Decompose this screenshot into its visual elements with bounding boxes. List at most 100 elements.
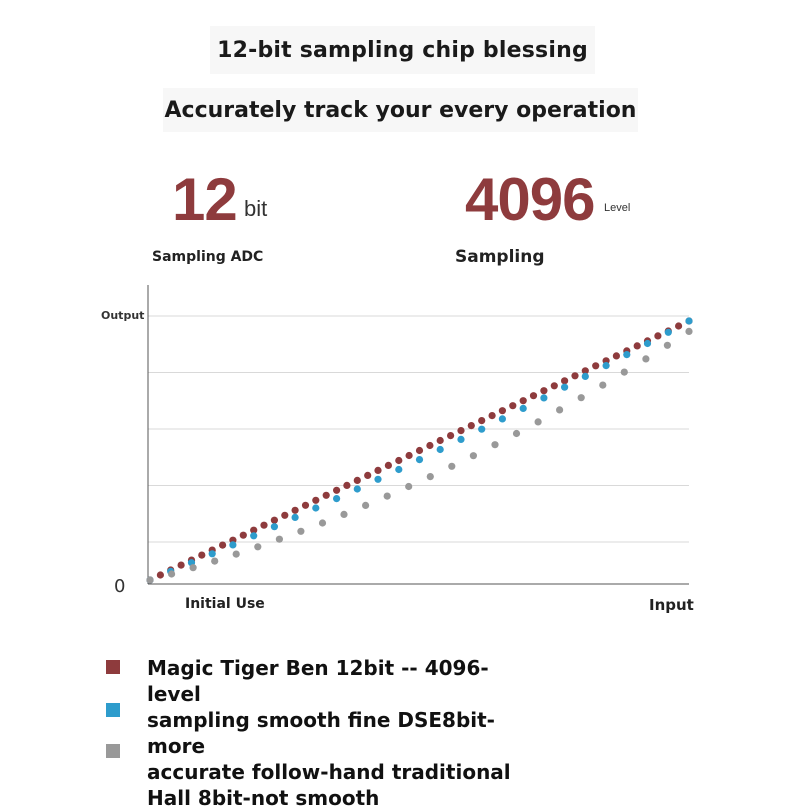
data-point-series-0 xyxy=(239,531,247,539)
data-point-series-2 xyxy=(426,473,434,481)
page-title: 12-bit sampling chip blessing xyxy=(210,26,595,74)
data-point-series-2 xyxy=(577,394,585,402)
data-point-series-0 xyxy=(270,516,278,524)
data-point-series-0 xyxy=(447,432,455,440)
legend-line: Hall 8bit-not smooth xyxy=(147,786,380,810)
data-point-series-0 xyxy=(177,561,185,569)
page-subtitle: Accurately track your every operation xyxy=(163,88,638,132)
x-start-label: Initial Use xyxy=(185,596,265,612)
data-point-series-2 xyxy=(275,535,283,543)
data-point-series-0 xyxy=(509,402,517,410)
legend-marker-gray xyxy=(106,744,120,758)
data-point-series-1 xyxy=(478,425,486,433)
data-point-series-2 xyxy=(383,492,391,500)
data-point-series-0 xyxy=(250,526,258,534)
data-point-series-0 xyxy=(654,332,662,340)
data-point-series-1 xyxy=(291,513,299,521)
data-point-series-2 xyxy=(556,406,564,414)
data-point-series-2 xyxy=(642,355,650,363)
data-point-series-0 xyxy=(353,476,361,484)
data-point-series-1 xyxy=(353,485,361,493)
data-point-series-2 xyxy=(685,327,693,335)
data-point-series-0 xyxy=(301,501,310,509)
data-point-series-2 xyxy=(146,576,154,584)
data-point-series-0 xyxy=(457,427,465,435)
data-point-series-2 xyxy=(448,462,456,470)
legend-text: Magic Tiger Ben 12bit -- 4096-level samp… xyxy=(147,655,537,811)
data-point-series-0 xyxy=(571,372,579,380)
data-point-series-1 xyxy=(561,383,569,391)
stat-value-levels: 4096 xyxy=(465,166,595,233)
data-point-series-1 xyxy=(498,415,506,423)
data-point-series-0 xyxy=(592,362,600,370)
data-point-series-1 xyxy=(664,328,672,336)
data-point-series-2 xyxy=(469,452,477,460)
legend-line: accurate follow-hand traditional xyxy=(147,760,511,784)
data-point-series-2 xyxy=(189,564,197,572)
data-point-series-0 xyxy=(156,571,164,579)
data-point-series-2 xyxy=(340,510,348,518)
data-point-series-1 xyxy=(208,550,216,558)
data-point-series-1 xyxy=(519,404,527,412)
data-point-series-1 xyxy=(374,475,382,483)
data-point-series-2 xyxy=(362,501,370,509)
data-point-series-0 xyxy=(488,412,496,420)
data-point-series-0 xyxy=(384,461,392,469)
data-point-series-2 xyxy=(405,482,413,491)
chart-grid xyxy=(148,315,689,543)
data-point-series-1 xyxy=(581,372,589,380)
data-point-series-0 xyxy=(675,322,683,330)
data-point-series-0 xyxy=(426,441,434,450)
origin-label: 0 xyxy=(114,576,125,597)
data-point-series-2 xyxy=(297,527,305,535)
data-point-series-2 xyxy=(491,441,499,449)
data-point-series-1 xyxy=(312,504,320,512)
data-point-series-0 xyxy=(436,436,444,445)
data-point-series-0 xyxy=(467,422,475,430)
data-point-series-2 xyxy=(168,570,176,578)
data-point-series-1 xyxy=(623,351,631,359)
data-point-series-0 xyxy=(291,506,299,514)
data-point-series-0 xyxy=(550,382,558,390)
data-point-series-2 xyxy=(512,429,521,438)
data-point-series-0 xyxy=(561,377,569,385)
data-point-series-0 xyxy=(260,521,268,529)
data-point-series-0 xyxy=(322,491,330,499)
data-point-series-1 xyxy=(643,339,652,348)
data-point-series-1 xyxy=(540,394,548,402)
stat-caption-sampling: Sampling xyxy=(455,247,545,267)
data-point-series-0 xyxy=(581,367,589,375)
legend-line: Magic Tiger Ben 12bit -- 4096-level xyxy=(147,656,489,706)
data-point-series-1 xyxy=(602,362,610,370)
y-axis-label: Output xyxy=(101,309,144,322)
data-point-series-0 xyxy=(343,481,351,489)
data-point-series-1 xyxy=(270,523,278,531)
data-point-series-0 xyxy=(198,551,206,559)
data-point-series-1 xyxy=(436,445,444,454)
data-point-series-2 xyxy=(211,557,219,565)
stat-unit-bits: bit xyxy=(244,196,268,221)
data-point-series-2 xyxy=(620,368,628,376)
stat-value-bits: 12 xyxy=(172,166,238,233)
stat-caption-adc: Sampling ADC xyxy=(152,249,264,265)
data-point-series-0 xyxy=(405,451,413,460)
legend-marker-red xyxy=(106,660,120,674)
data-point-series-0 xyxy=(312,496,320,504)
data-point-series-1 xyxy=(415,456,424,464)
data-point-series-0 xyxy=(333,486,341,494)
data-point-series-0 xyxy=(498,407,506,415)
data-point-series-2 xyxy=(599,381,607,389)
legend-line: sampling smooth fine DSE8bit-more xyxy=(147,708,495,758)
stat-unit-levels: Level xyxy=(604,202,631,214)
data-point-series-2 xyxy=(318,519,327,527)
data-point-series-2 xyxy=(663,341,672,349)
data-point-series-0 xyxy=(219,541,227,549)
data-point-series-0 xyxy=(519,397,527,405)
data-point-series-0 xyxy=(633,342,641,350)
data-point-series-1 xyxy=(229,541,237,549)
chart: Output 0 Initial Use Input xyxy=(101,285,694,614)
data-point-series-1 xyxy=(685,317,693,325)
data-point-series-2 xyxy=(232,550,240,558)
data-point-series-0 xyxy=(540,387,548,395)
data-point-series-2 xyxy=(254,543,262,551)
